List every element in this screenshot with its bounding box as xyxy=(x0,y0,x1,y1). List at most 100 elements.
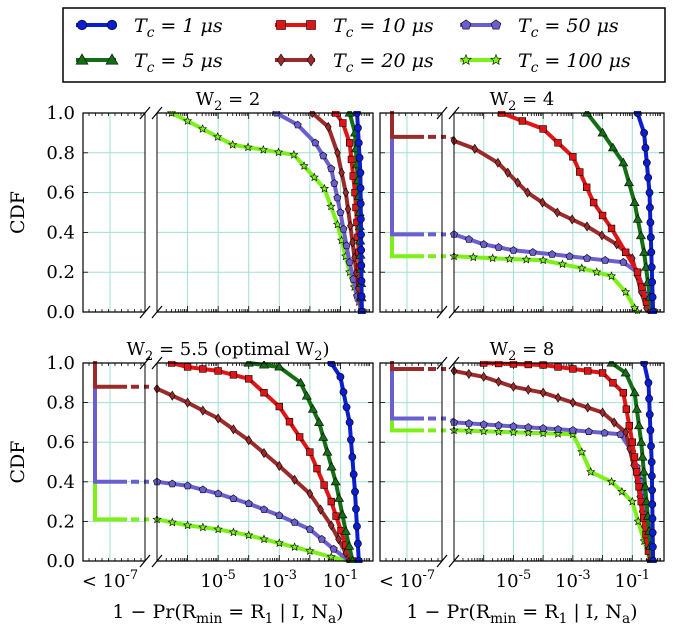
y-tick-label: 0.8 xyxy=(46,393,75,414)
data-point xyxy=(641,143,650,152)
data-point xyxy=(648,486,656,495)
y-axis-label: CDF xyxy=(7,191,29,234)
data-point xyxy=(305,546,315,556)
data-point xyxy=(598,369,607,377)
data-point xyxy=(630,453,639,461)
data-point xyxy=(326,201,336,211)
data-point xyxy=(355,153,364,162)
data-point xyxy=(314,417,325,426)
data-point xyxy=(335,534,342,545)
data-point xyxy=(330,179,339,187)
data-point xyxy=(344,111,355,117)
data-point xyxy=(583,183,591,191)
x-tick-label: 10-3 xyxy=(262,568,298,592)
series-zero-segment xyxy=(93,361,127,389)
data-point xyxy=(356,184,365,193)
series-line xyxy=(450,367,653,562)
grid xyxy=(83,113,373,312)
data-point xyxy=(352,505,360,513)
marker xyxy=(105,53,119,65)
data-point xyxy=(635,230,646,240)
data-point xyxy=(351,252,358,263)
data-point xyxy=(356,215,365,224)
data-point xyxy=(582,111,593,117)
data-point xyxy=(644,173,653,182)
data-point xyxy=(275,511,284,519)
axes-frame xyxy=(379,356,665,568)
series-s10 xyxy=(167,361,357,563)
data-point xyxy=(260,505,268,513)
marker xyxy=(106,19,118,31)
data-point xyxy=(198,522,208,532)
data-point xyxy=(299,161,309,170)
data-point xyxy=(647,472,656,481)
data-point xyxy=(584,427,593,436)
series-zero-segment xyxy=(93,361,127,484)
data-point xyxy=(620,367,631,377)
data-point xyxy=(569,365,577,373)
data-point xyxy=(638,466,649,476)
data-point xyxy=(349,470,358,479)
data-point xyxy=(258,361,270,369)
data-point xyxy=(345,418,354,427)
data-point xyxy=(647,458,656,466)
data-point xyxy=(301,390,312,400)
y-tick-label: 1.0 xyxy=(46,103,75,124)
frame-right xyxy=(454,362,665,562)
data-point xyxy=(353,124,362,132)
data-point xyxy=(597,127,608,137)
series-line xyxy=(642,362,656,562)
data-point xyxy=(648,528,657,537)
data-point xyxy=(568,426,577,434)
data-point xyxy=(260,448,268,459)
data-point xyxy=(338,167,345,178)
data-point xyxy=(348,453,357,461)
data-point xyxy=(538,428,548,438)
data-point xyxy=(285,418,294,426)
data-point xyxy=(230,424,237,435)
series-s10 xyxy=(480,361,656,563)
data-point xyxy=(244,530,254,540)
y-tick-label: 0.2 xyxy=(46,262,75,283)
marker xyxy=(306,53,316,67)
data-point xyxy=(607,142,618,152)
data-point xyxy=(524,187,531,198)
data-point xyxy=(514,177,521,188)
data-point xyxy=(634,420,645,430)
panel-2: W2 = 4 xyxy=(379,89,665,319)
y-tick-label: 0.4 xyxy=(46,222,75,243)
data-point xyxy=(313,464,321,473)
data-point xyxy=(647,248,656,257)
data-point xyxy=(327,520,335,531)
data-point xyxy=(647,442,655,451)
data-point xyxy=(606,271,617,281)
marker xyxy=(460,19,472,30)
data-point xyxy=(584,402,591,413)
series-s1 xyxy=(327,361,363,563)
data-point xyxy=(638,283,646,291)
marker xyxy=(75,53,89,65)
marker xyxy=(76,19,88,31)
panel-title: W2 = 4 xyxy=(490,89,555,114)
data-point xyxy=(598,211,607,220)
data-point xyxy=(330,476,341,486)
data-point xyxy=(589,198,598,207)
data-point xyxy=(565,252,574,260)
data-point xyxy=(619,389,628,397)
data-point xyxy=(479,240,488,248)
data-point xyxy=(347,435,355,444)
data-point xyxy=(344,541,355,550)
data-point xyxy=(198,485,207,494)
legend-entry-s10: Tc = 10 μs xyxy=(275,15,434,41)
data-point xyxy=(274,361,285,371)
legend-entry-s1: Tc = 1 μs xyxy=(76,15,223,41)
data-point xyxy=(353,539,362,548)
data-point xyxy=(333,193,342,202)
data-point xyxy=(528,248,537,256)
data-point xyxy=(332,512,340,520)
axes-frame xyxy=(82,356,374,568)
data-point xyxy=(538,255,548,265)
data-point xyxy=(229,371,238,379)
frame-right xyxy=(454,112,665,313)
y-tick-label: 0.4 xyxy=(46,472,75,493)
